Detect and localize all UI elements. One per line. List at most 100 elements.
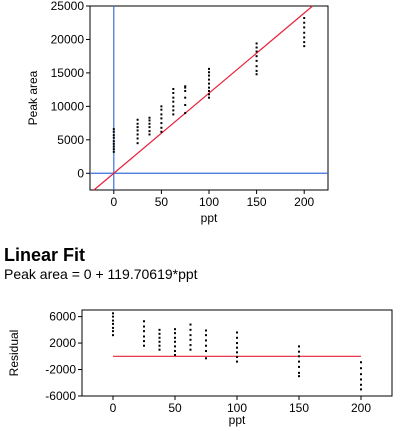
data-point (184, 89, 187, 92)
residual-plot-frame (81, 309, 393, 397)
residual-point (360, 367, 362, 370)
data-point (172, 113, 175, 116)
residual-point (158, 332, 161, 335)
residual-point (236, 346, 238, 349)
residual-point (174, 332, 176, 335)
data-point (112, 145, 115, 148)
residual-point (174, 345, 176, 348)
data-point (112, 130, 115, 133)
residual-point (205, 339, 207, 342)
residual-point (189, 338, 192, 341)
data-point (148, 116, 151, 119)
residual-point (236, 360, 238, 363)
y-tick-label: 5000 (57, 133, 84, 147)
residual-point (112, 334, 114, 337)
residual-point (112, 330, 114, 333)
data-point (136, 133, 139, 136)
residual-point (298, 371, 300, 374)
data-point (255, 55, 258, 58)
x-axis-label: ppt (201, 211, 218, 225)
data-point (303, 45, 306, 48)
residual-point (112, 326, 114, 329)
residual-y-tick-label: 6000 (49, 310, 76, 324)
residual-point (174, 350, 176, 353)
residual-x-tick-label: 0 (110, 401, 117, 415)
data-point (172, 109, 175, 112)
residual-x-tick-label: 200 (351, 401, 371, 415)
data-point (160, 126, 163, 129)
y-axis-label: Peak area (26, 70, 40, 125)
fit-equation: Peak area = 0 + 119.70619*ppt (4, 266, 198, 282)
data-point (160, 108, 163, 111)
residual-x-tick-label: 50 (168, 401, 182, 415)
residual-point (205, 350, 207, 353)
data-point (255, 73, 258, 76)
data-point (184, 85, 187, 88)
data-point (208, 82, 210, 85)
residual-point (143, 330, 145, 333)
plot-frame (89, 5, 329, 191)
residual-y-tick-label: 2000 (49, 336, 76, 350)
data-point (303, 21, 306, 24)
data-point (172, 91, 175, 94)
data-point (208, 93, 210, 96)
data-point (112, 142, 115, 145)
residual-point (174, 328, 176, 331)
data-point (303, 17, 306, 20)
data-point (160, 113, 163, 116)
residual-point (298, 360, 300, 363)
data-point (303, 41, 306, 44)
residual-point (189, 323, 192, 326)
residual-point (158, 348, 161, 351)
residual-point (360, 378, 362, 381)
data-point (184, 112, 187, 115)
data-point (172, 87, 175, 90)
residual-point (236, 331, 238, 334)
data-point (208, 86, 210, 89)
y-tick-label: 15000 (51, 66, 85, 80)
residual-x-tick-label: 150 (289, 401, 309, 415)
residual-point (143, 340, 145, 343)
data-point (148, 126, 151, 129)
data-point (208, 89, 210, 92)
data-point (112, 140, 115, 143)
residual-y-tick-label: -2000 (45, 363, 76, 377)
data-point (112, 148, 115, 151)
residual-point (158, 328, 161, 331)
fit-line (93, 5, 314, 191)
data-point (172, 105, 175, 108)
y-tick-label: 25000 (51, 0, 85, 13)
residual-point (360, 373, 362, 376)
residual-point (143, 320, 145, 323)
residual-point (112, 312, 114, 315)
residual-point (174, 336, 176, 339)
data-point (255, 42, 258, 45)
data-point (303, 31, 306, 34)
data-point (112, 128, 115, 131)
residual-point (298, 345, 300, 348)
residual-point (112, 315, 114, 318)
x-tick-label: 150 (247, 195, 267, 209)
residual-point (205, 344, 207, 347)
data-point (136, 137, 139, 140)
residual-point (298, 365, 300, 368)
data-point (172, 96, 175, 99)
data-point (136, 142, 139, 145)
peak-area-chart: 0 50 100 150 200 0 5000 10000 15000 20000 25000 pp… (26, 0, 329, 225)
residual-point (158, 336, 161, 339)
data-point (184, 96, 187, 99)
data-point (112, 150, 115, 153)
residual-point (143, 335, 145, 338)
data-point (112, 136, 115, 139)
residual-point (236, 342, 238, 345)
x-tick-label: 200 (294, 195, 314, 209)
data-point (303, 26, 306, 29)
residual-point (112, 322, 114, 325)
x-tick-label: 100 (199, 195, 219, 209)
data-point (184, 86, 187, 89)
residual-point (189, 328, 192, 331)
data-point (148, 130, 151, 133)
data-point (208, 96, 210, 99)
residual-point (174, 340, 176, 343)
data-point (303, 36, 306, 39)
